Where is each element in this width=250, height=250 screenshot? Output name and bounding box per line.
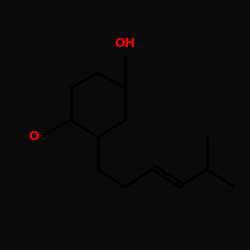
Text: OH: OH (114, 37, 136, 50)
Text: O: O (28, 130, 39, 142)
